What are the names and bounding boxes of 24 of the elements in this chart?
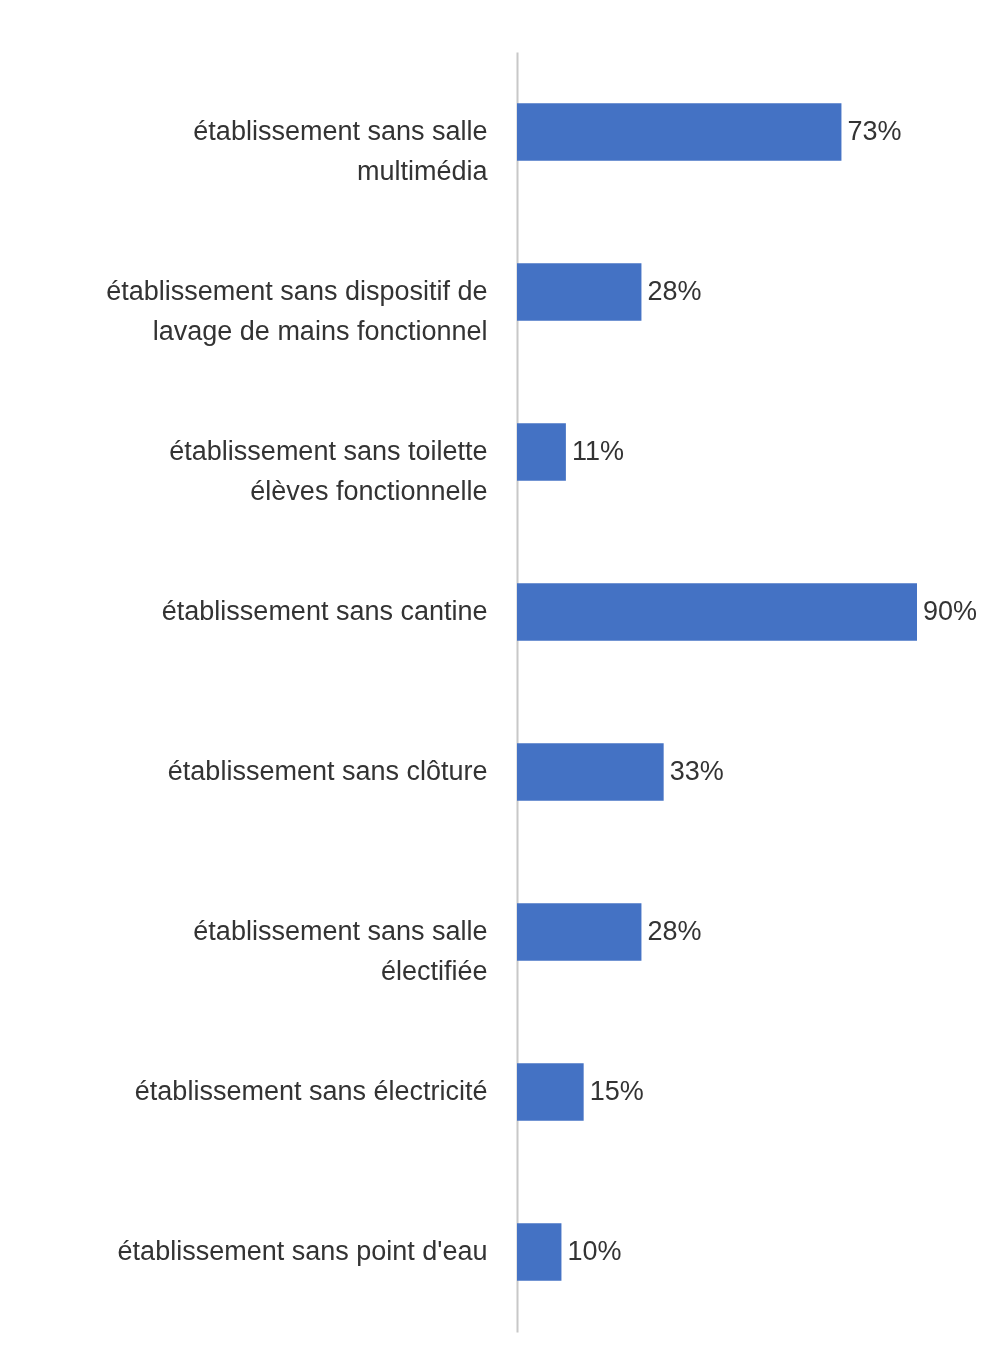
- bar: [517, 583, 917, 641]
- bar: [517, 1063, 584, 1121]
- y-tick-label: établissement sans salle électifiée: [193, 916, 488, 986]
- bar: [517, 423, 566, 481]
- data-label: 10%: [567, 1236, 622, 1266]
- y-tick-label: établissement sans toilette élèves fonctionnelle: [169, 436, 488, 506]
- data-label: 33%: [669, 756, 724, 786]
- bar: [517, 1223, 562, 1281]
- y-tick-label: établissement sans cantine: [161, 596, 488, 626]
- y-tick-label: établissement sans dispositif de lavage de mains fonctionnel: [106, 276, 488, 346]
- data-label: 90%: [923, 596, 978, 626]
- bar: [517, 103, 842, 161]
- y-tick-label: établissement sans point d'eau: [117, 1236, 488, 1266]
- bar: [517, 743, 664, 801]
- y-tick-label: établissement sans électricité: [134, 1076, 488, 1106]
- y-tick-label: établissement sans salle multimédia: [193, 116, 489, 186]
- bar: [517, 903, 642, 961]
- data-label: 28%: [647, 276, 702, 306]
- bar: [517, 263, 642, 321]
- data-label: 28%: [647, 916, 702, 946]
- data-label: 15%: [589, 1076, 644, 1106]
- data-label: 73%: [847, 116, 902, 146]
- data-label: 11%: [571, 436, 624, 466]
- y-tick-label: établissement sans clôture: [167, 756, 488, 786]
